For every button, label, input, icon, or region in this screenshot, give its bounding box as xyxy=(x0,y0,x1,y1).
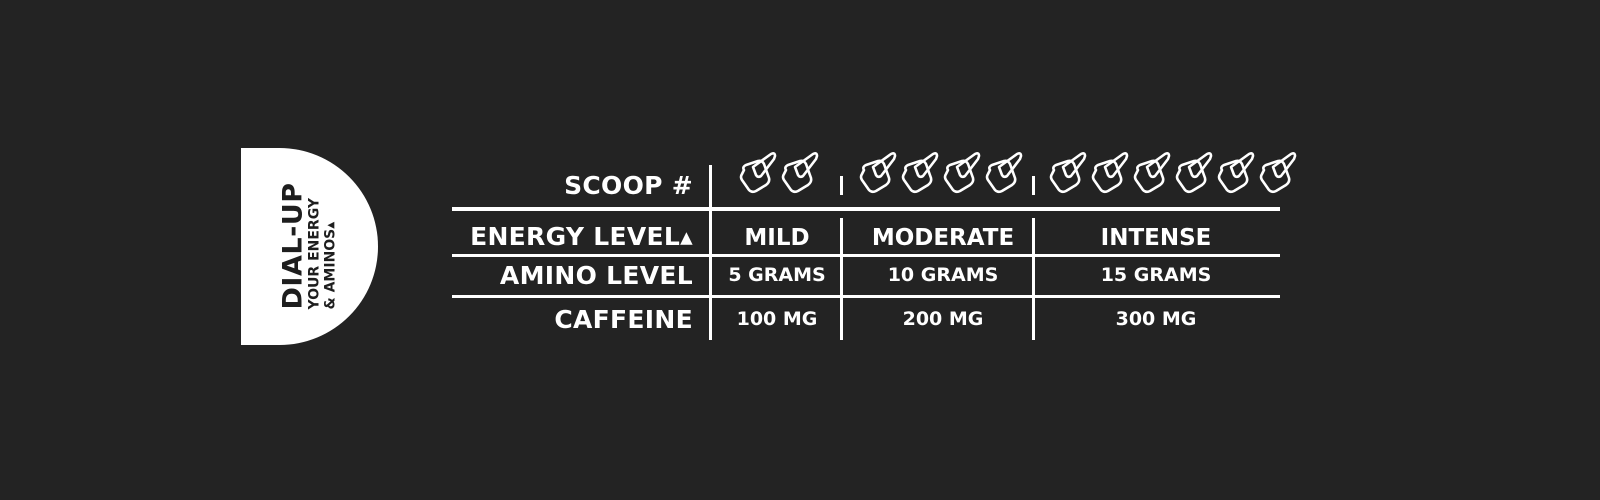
column-divider-2-top xyxy=(840,176,843,195)
caffeine-mild: 100 MG xyxy=(736,308,818,330)
scoop-icon xyxy=(738,150,778,196)
column-divider-3-top xyxy=(1032,176,1035,195)
scoop-icon xyxy=(900,150,940,196)
scoops-mild xyxy=(738,150,820,196)
dial-up-badge-text: DIAL-UP YOUR ENERGY & AMINOS▴ xyxy=(277,182,339,310)
scoop-icon xyxy=(1090,150,1130,196)
scoop-icon xyxy=(984,150,1024,196)
scoop-icon xyxy=(1132,150,1172,196)
scoop-icon xyxy=(1048,150,1088,196)
column-divider-2 xyxy=(840,218,843,340)
caffeine-moderate: 200 MG xyxy=(902,308,984,330)
badge-title: DIAL-UP xyxy=(277,182,309,310)
row-label-amino: AMINO LEVEL xyxy=(499,261,693,290)
divider-row-2 xyxy=(452,295,1280,298)
scoop-icon xyxy=(942,150,982,196)
row-label-scoop: SCOOP # xyxy=(564,171,693,200)
scoop-icon xyxy=(1258,150,1298,196)
divider-header xyxy=(452,207,1280,211)
column-divider-1 xyxy=(709,165,712,340)
divider-row-1 xyxy=(452,254,1280,257)
scoop-icon xyxy=(1216,150,1256,196)
scoops-moderate xyxy=(858,150,1024,196)
row-label-energy: ENERGY LEVEL▴ xyxy=(470,222,693,251)
scoop-icon xyxy=(1174,150,1214,196)
energy-moderate: MODERATE xyxy=(871,225,1015,251)
badge-subtitle-1: YOUR ENERGY xyxy=(306,197,323,310)
amino-mild: 5 GRAMS xyxy=(728,264,826,286)
amino-intense: 15 GRAMS xyxy=(1100,264,1212,286)
column-divider-3 xyxy=(1032,218,1035,340)
amino-moderate: 10 GRAMS xyxy=(887,264,999,286)
scoop-icon xyxy=(858,150,898,196)
badge-subtitle-2: & AMINOS▴ xyxy=(322,221,339,310)
scoop-icon xyxy=(780,150,820,196)
caffeine-intense: 300 MG xyxy=(1115,308,1197,330)
row-label-caffeine: CAFFEINE xyxy=(554,305,693,334)
scoops-intense xyxy=(1048,150,1298,196)
energy-mild: MILD xyxy=(744,225,810,251)
energy-intense: INTENSE xyxy=(1100,225,1212,251)
